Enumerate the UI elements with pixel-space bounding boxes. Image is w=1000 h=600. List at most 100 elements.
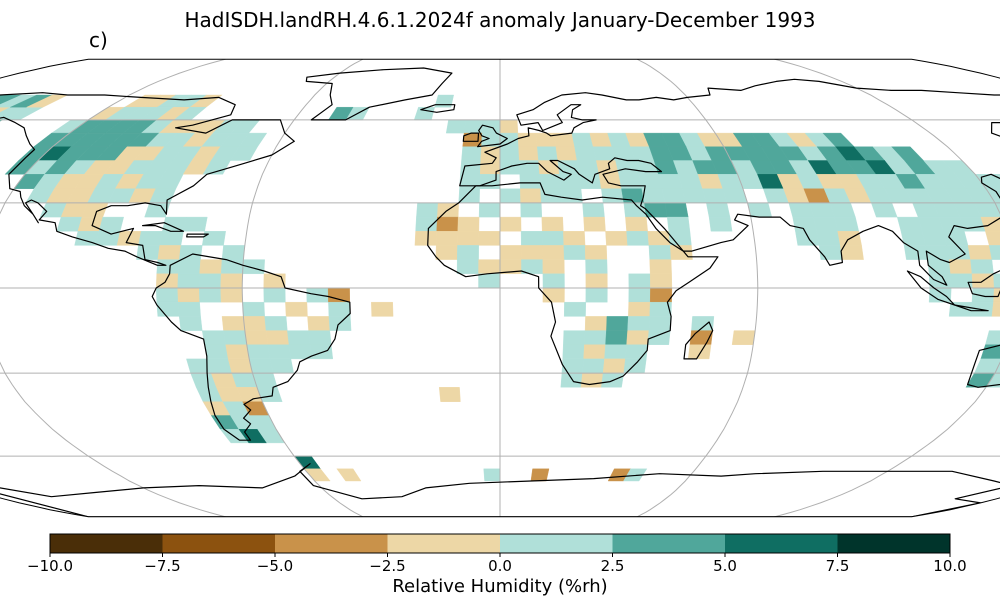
anomaly-cell: [542, 273, 565, 289]
anomaly-cell: [199, 259, 223, 274]
anomaly-cell: [576, 160, 600, 175]
anomaly-cell: [970, 259, 994, 274]
anomaly-cell: [991, 302, 1000, 317]
anomaly-cell: [605, 330, 628, 345]
anomaly-cell: [571, 132, 594, 147]
anomaly-cell: [309, 344, 334, 360]
anomaly-cell: [499, 119, 519, 134]
anomaly-cell: [559, 174, 582, 189]
anomaly-cell: [541, 216, 564, 232]
anomaly-cell: [413, 107, 435, 121]
anomaly-cell: [483, 468, 501, 482]
anomaly-cell: [626, 330, 650, 345]
anomaly-cell: [649, 273, 673, 289]
colorbar: [49, 533, 951, 557]
anomaly-cell: [582, 358, 605, 374]
anomaly-cell: [993, 287, 1000, 303]
anomaly-cell: [967, 245, 993, 260]
colorbar-label: Relative Humidity (%rh): [392, 576, 608, 597]
anomaly-cell: [598, 174, 622, 189]
anomaly-cell: [435, 231, 459, 246]
anomaly-cell: [198, 287, 222, 303]
anomaly-cell: [795, 231, 820, 246]
anomaly-cell: [436, 216, 459, 232]
coastline: [462, 132, 480, 142]
anomaly-cell: [813, 216, 838, 232]
coastline: [420, 104, 456, 113]
anomaly-cell: [221, 316, 246, 331]
coastline: [151, 253, 351, 441]
anomaly-cell: [201, 231, 226, 246]
anomaly-cell: [223, 330, 248, 345]
anomaly-cell: [204, 344, 229, 360]
anomaly-cell: [537, 146, 559, 161]
anomaly-cell: [177, 273, 200, 289]
coastline: [477, 124, 508, 148]
colorbar-tick-label: 5.0: [713, 557, 737, 575]
anomaly-cell: [644, 202, 668, 218]
anomaly-cell: [458, 188, 480, 204]
anomaly-cell: [648, 316, 672, 331]
anomaly-cell: [647, 231, 671, 246]
anomaly-cell: [563, 330, 586, 345]
anomaly-cell: [499, 188, 521, 204]
panel-label: c): [89, 28, 108, 52]
anomaly-cell: [601, 188, 625, 204]
anomaly-cell: [285, 302, 308, 317]
anomaly-cell: [542, 287, 565, 303]
anomaly-cell: [202, 160, 231, 175]
anomaly-cell: [687, 344, 712, 360]
anomaly-cell: [993, 273, 1000, 289]
anomaly-cell: [604, 344, 627, 360]
anomaly-cell: [220, 287, 243, 303]
anomaly-cell: [691, 316, 715, 331]
colorbar-tick-label: −10.0: [27, 557, 73, 575]
anomaly-cell: [928, 273, 952, 289]
map-title: HadISDH.landRH.4.6.1.2024f anomaly Janua…: [184, 8, 816, 32]
anomaly-cell: [327, 287, 351, 303]
anomaly-cell: [592, 146, 616, 161]
anomaly-cell: [415, 216, 438, 232]
coastline: [683, 321, 714, 360]
anomaly-cell: [649, 259, 672, 274]
anomaly-cell: [435, 245, 458, 260]
anomaly-cell: [818, 245, 843, 260]
anomaly-cell: [871, 202, 898, 218]
anomaly-cell: [98, 216, 124, 232]
coastline: [186, 233, 209, 238]
colorbar-tick-label: −7.5: [144, 557, 181, 575]
anomaly-cell: [606, 316, 629, 331]
anomaly-cell: [664, 202, 689, 218]
coastline: [459, 78, 1000, 286]
anomaly-cell: [574, 146, 597, 161]
anomaly-cell: [627, 316, 650, 331]
anomaly-cell: [265, 330, 290, 345]
anomaly-cell: [605, 231, 628, 246]
coastline: [427, 182, 719, 386]
anomaly-cell: [478, 231, 501, 246]
anomaly-cell: [583, 344, 606, 360]
anomaly-cell: [582, 202, 605, 218]
anomaly-cell: [615, 160, 639, 175]
anomaly-cell: [267, 344, 292, 360]
anomaly-cell: [541, 231, 565, 246]
anomaly-cell: [434, 94, 454, 108]
anomaly-cell: [521, 245, 544, 260]
anomaly-cell: [623, 468, 648, 482]
anomaly-cell: [563, 231, 586, 246]
anomaly-cell: [201, 330, 226, 345]
anomaly-cell: [834, 216, 860, 232]
colorbar-tick-label: 7.5: [825, 557, 850, 575]
anomaly-cell: [159, 231, 184, 246]
anomaly-cell: [747, 202, 773, 218]
anomaly-cell: [207, 358, 233, 374]
anomaly-cell: [519, 160, 540, 175]
anomaly-cell: [138, 231, 163, 246]
anomaly-cell: [708, 216, 733, 232]
anomaly-cell: [293, 455, 321, 469]
coastline: [906, 270, 956, 306]
anomaly-cell: [542, 259, 565, 274]
anomaly-cell: [555, 146, 578, 161]
anomaly-cell: [457, 216, 480, 232]
anomaly-cell: [246, 344, 271, 360]
